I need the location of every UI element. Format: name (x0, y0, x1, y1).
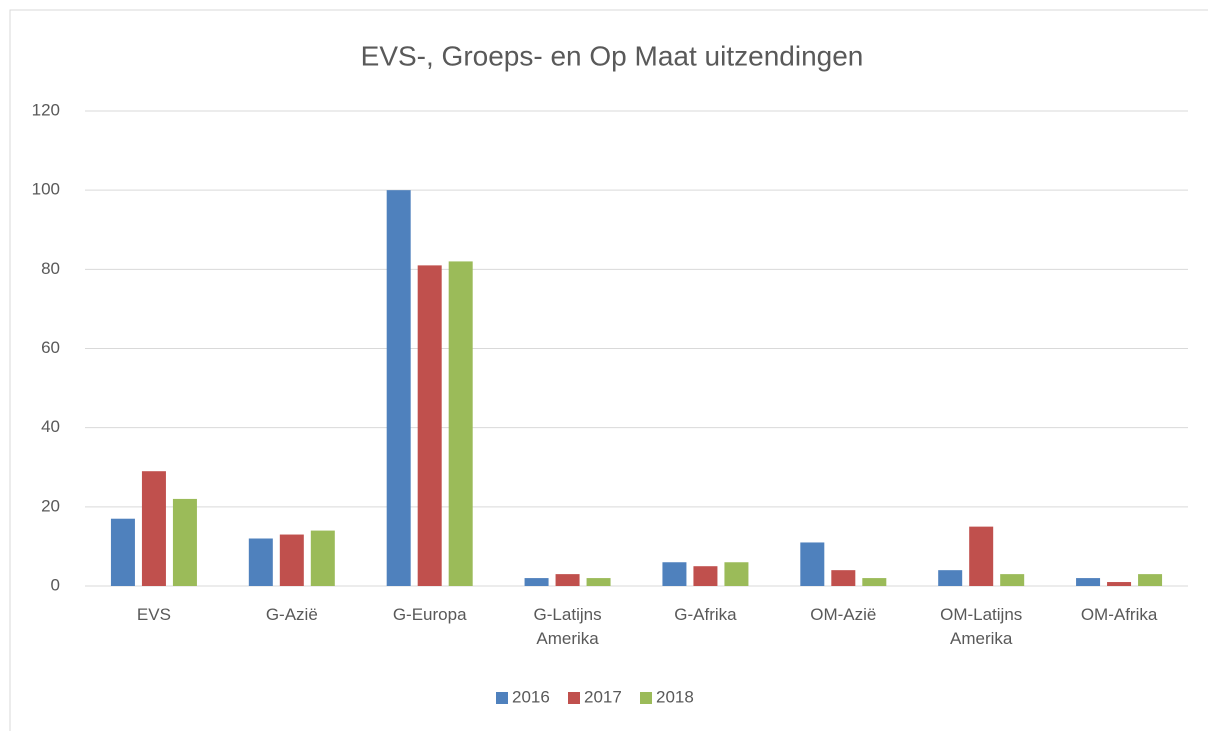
bar (279, 534, 304, 586)
legend-label: 2018 (656, 687, 694, 706)
legend-label: 2017 (584, 687, 622, 706)
bar (586, 578, 611, 586)
x-tick-label: OM-Latijns Amerika (940, 605, 1023, 648)
bar (1076, 578, 1101, 586)
bar (141, 471, 166, 586)
bar (938, 570, 963, 586)
bar (862, 578, 887, 586)
chart-border (9, 9, 1208, 731)
legend-swatch (496, 692, 508, 704)
y-tick-label: 60 (41, 338, 60, 357)
x-tick-label: OM-Afrika (1080, 605, 1158, 624)
bar (969, 526, 994, 586)
y-tick-label: 100 (32, 180, 60, 199)
bar (172, 498, 197, 586)
legend-swatch (568, 692, 580, 704)
y-tick-label: 80 (41, 259, 60, 278)
legend-label: 2016 (512, 687, 550, 706)
bar (386, 190, 411, 586)
x-tick-label: G-Latijns Amerika (533, 605, 602, 648)
bar (1138, 574, 1163, 586)
x-tick-label: G-Azië (265, 605, 318, 624)
y-tick-label: 40 (41, 417, 60, 436)
bar (724, 562, 749, 586)
chart-title: EVS-, Groeps- en Op Maat uitzendingen (361, 40, 864, 71)
bar (1000, 574, 1025, 586)
y-tick-label: 120 (32, 100, 60, 119)
legend-swatch (640, 692, 652, 704)
y-tick-label: 0 (51, 575, 60, 594)
bar (110, 518, 135, 586)
bar (800, 542, 825, 586)
bar (1107, 582, 1132, 586)
bar (417, 265, 442, 586)
x-tick-label: G-Afrika (674, 605, 737, 624)
bar (693, 566, 718, 586)
bar (831, 570, 856, 586)
y-tick-label: 20 (41, 496, 60, 515)
bar (248, 538, 273, 586)
x-tick-label: G-Europa (392, 605, 467, 624)
bar (310, 530, 335, 586)
bar (448, 261, 473, 586)
bar (555, 574, 580, 586)
bar (524, 578, 549, 586)
x-tick-label: EVS (136, 605, 171, 624)
x-tick-label: OM-Azië (810, 605, 877, 624)
bar (662, 562, 687, 586)
